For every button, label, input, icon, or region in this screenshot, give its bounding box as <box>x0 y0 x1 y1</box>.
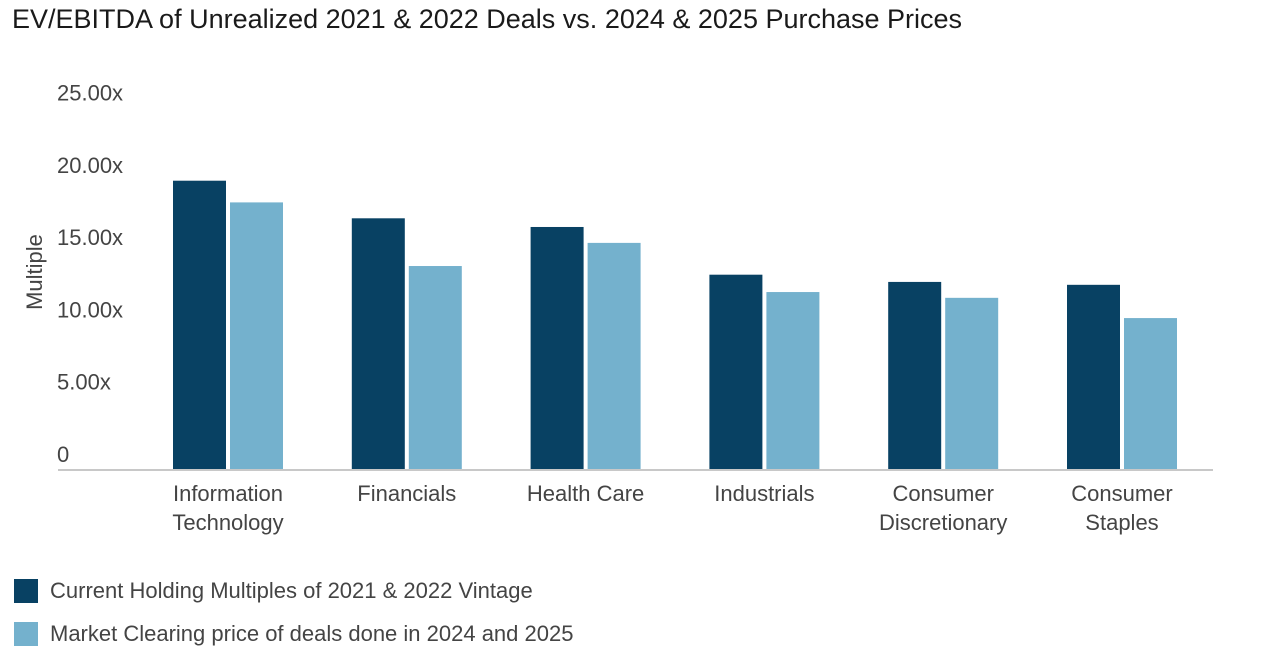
bar-current-holding <box>709 274 763 470</box>
legend-item-market-clearing: Market Clearing price of deals done in 2… <box>14 621 573 647</box>
x-tick-label: Information <box>173 481 283 506</box>
legend-item-current-holding: Current Holding Multiples of 2021 & 2022… <box>14 578 533 604</box>
bar-current-holding <box>351 218 405 470</box>
bar-current-holding <box>173 180 226 470</box>
legend-swatch-light <box>14 622 38 646</box>
y-tick-label: 20.00x <box>57 153 123 178</box>
x-tick-label: Technology <box>172 510 283 535</box>
chart-title: EV/EBITDA of Unrealized 2021 & 2022 Deal… <box>12 4 963 34</box>
bar-current-holding <box>888 281 942 470</box>
x-tick-label: Discretionary <box>879 510 1007 535</box>
legend-label: Current Holding Multiples of 2021 & 2022… <box>50 578 533 603</box>
y-tick-label: 25.00x <box>57 81 123 106</box>
x-tick-label: Industrials <box>714 481 814 506</box>
x-tick-label: Consumer <box>1071 481 1172 506</box>
bar-market-clearing <box>408 266 462 470</box>
bar-market-clearing <box>587 242 641 470</box>
x-tick-label: Staples <box>1085 510 1158 535</box>
bar-market-clearing <box>230 202 283 470</box>
x-tick-label: Financials <box>357 481 456 506</box>
y-tick-label: 0 <box>57 442 69 467</box>
y-tick-label: 5.00x <box>57 370 111 395</box>
legend-label: Market Clearing price of deals done in 2… <box>50 621 574 646</box>
legend-swatch-dark <box>14 579 38 603</box>
x-tick-label: Consumer <box>892 481 993 506</box>
y-axis-label: Multiple <box>22 234 47 310</box>
bar-market-clearing <box>1124 318 1177 470</box>
bar-market-clearing <box>945 297 999 470</box>
bar-current-holding <box>1067 284 1120 470</box>
y-tick-label: 10.00x <box>57 297 123 322</box>
bar-market-clearing <box>766 292 820 470</box>
bar-current-holding <box>530 226 584 470</box>
x-tick-label: Health Care <box>527 481 644 506</box>
y-tick-label: 15.00x <box>57 225 123 250</box>
